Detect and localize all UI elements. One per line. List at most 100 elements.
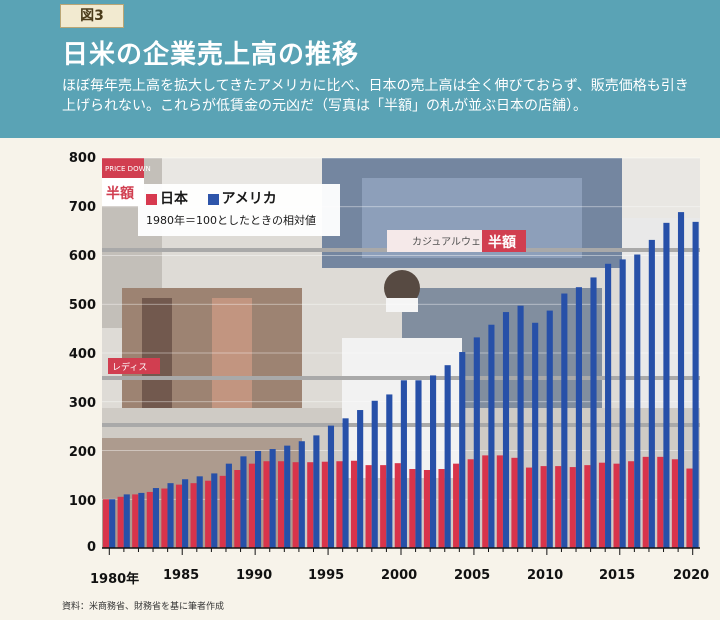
y-tick-label: 600 (68, 249, 96, 264)
legend-swatch-japan (146, 193, 157, 205)
photo-sign-half-price: 半額 (488, 234, 516, 251)
bar-japan-2000 (394, 463, 401, 548)
bar-japan-2016 (628, 461, 635, 548)
bar-japan-2006 (482, 455, 489, 549)
bar-japan-2009 (525, 467, 533, 548)
x-tick-label: 2015 (599, 568, 636, 583)
x-tick-label: 1995 (308, 568, 345, 583)
bar-usa-2016 (634, 254, 641, 548)
bar-japan-2017 (642, 456, 649, 548)
bar-usa-1997 (357, 410, 364, 548)
bar-japan-1994 (307, 462, 314, 548)
bar-usa-2001 (415, 380, 422, 548)
photo-tag-half-price: 半額 (106, 185, 134, 202)
bar-japan-2005 (467, 459, 474, 548)
bar-japan-2011 (555, 466, 562, 548)
x-tick-label: 2010 (527, 568, 564, 583)
y-tick-label: 500 (68, 298, 96, 313)
bar-usa-2020 (692, 221, 699, 549)
bar-japan-1989 (234, 470, 241, 548)
bar-usa-2017 (648, 239, 655, 548)
bar-usa-1984 (167, 483, 174, 548)
bar-usa-1981 (123, 494, 130, 549)
bar-japan-2020 (686, 468, 693, 548)
bar-usa-2015 (619, 259, 626, 548)
x-tick-label: 2005 (454, 568, 491, 583)
bar-usa-1998 (371, 400, 378, 548)
bar-usa-2013 (590, 277, 597, 548)
bar-usa-1985 (182, 479, 189, 548)
bar-japan-2013 (584, 465, 591, 549)
bar-japan-2001 (409, 469, 416, 548)
bar-japan-1998 (365, 465, 372, 549)
bar-japan-1995 (321, 461, 328, 548)
bar-japan-2010 (540, 466, 547, 548)
bar-usa-1992 (284, 445, 291, 549)
bar-usa-1989 (240, 456, 247, 548)
x-tick-label: 2000 (381, 568, 418, 583)
bar-japan-1980 (103, 499, 110, 548)
bar-usa-2000 (400, 380, 407, 548)
bar-usa-2014 (605, 263, 612, 548)
chart-title: 日米の企業売上高の推移 (62, 40, 360, 70)
legend-label-japan: 日本 (160, 191, 188, 207)
bar-japan-1982 (132, 494, 139, 549)
legend-row: 日本 アメリカ (146, 188, 277, 208)
bar-usa-1990 (254, 450, 262, 548)
x-tick-label: 1990 (236, 568, 273, 583)
bar-japan-1993 (292, 462, 299, 548)
legend: 日本 アメリカ 1980年＝100としたときの相対値 (138, 184, 340, 236)
bar-usa-2003 (444, 365, 451, 548)
bar-usa-2008 (517, 305, 524, 548)
bar-japan-1999 (380, 465, 387, 549)
bar-usa-1999 (386, 394, 393, 548)
bar-usa-2007 (502, 312, 510, 548)
bar-usa-2012 (575, 287, 582, 548)
bar-japan-1988 (219, 475, 226, 548)
bar-japan-2012 (569, 467, 576, 548)
bar-usa-2019 (677, 212, 685, 549)
bar-usa-1991 (269, 449, 276, 548)
bar-japan-2015 (613, 463, 620, 548)
bar-usa-1987 (211, 473, 218, 548)
bar-usa-1980 (109, 499, 116, 548)
bar-usa-2009 (532, 322, 539, 548)
figure-number-tag: 図3 (60, 4, 124, 28)
bar-usa-2018 (663, 222, 670, 548)
bar-japan-2019 (671, 459, 678, 548)
bar-usa-2010 (546, 310, 553, 548)
bar-japan-1984 (161, 488, 168, 548)
bar-japan-2008 (511, 457, 518, 548)
bar-japan-2007 (496, 455, 503, 549)
x-tick-label: 1980年 (90, 572, 140, 587)
bar-usa-1986 (196, 476, 203, 548)
bar-japan-1992 (278, 461, 285, 548)
bar-japan-1996 (336, 461, 343, 548)
bar-japan-1986 (190, 483, 197, 548)
bar-japan-2002 (423, 470, 431, 548)
bar-japan-1987 (205, 480, 212, 548)
y-tick-label: 800 (68, 151, 96, 166)
bar-usa-2004 (459, 352, 466, 548)
bar-usa-2006 (488, 324, 495, 548)
x-tick-label: 2020 (673, 568, 710, 583)
legend-note: 1980年＝100としたときの相対値 (146, 214, 316, 227)
bar-japan-1981 (117, 496, 124, 548)
bar-usa-1994 (313, 435, 320, 548)
bar-usa-1988 (225, 463, 232, 548)
bar-usa-1995 (327, 425, 335, 548)
bar-usa-1983 (152, 488, 160, 548)
source-note: 資料：米商務省、財務省を基に筆者作成 (62, 602, 225, 612)
chart-subtitle: ほぼ毎年売上高を拡大してきたアメリカに比べ、日本の売上高は全く伸びておらず、販売… (62, 78, 689, 114)
bar-japan-1991 (263, 461, 270, 548)
legend-swatch-usa (207, 193, 219, 205)
bar-japan-2003 (438, 469, 445, 548)
bar-japan-1997 (350, 460, 358, 548)
bar-usa-2002 (430, 375, 437, 548)
bar-japan-1983 (146, 491, 153, 548)
legend-label-usa: アメリカ (221, 191, 277, 207)
bar-japan-2004 (453, 463, 460, 548)
figure-number: 図3 (80, 8, 104, 24)
header-banner: 図3 日米の企業売上高の推移 ほぼ毎年売上高を拡大してきたアメリカに比べ、日本の… (0, 0, 720, 138)
